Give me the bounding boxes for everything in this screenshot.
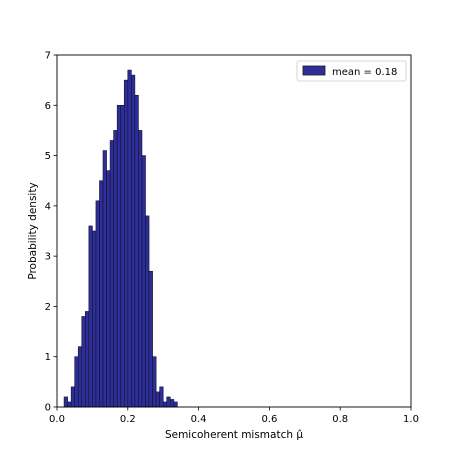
y-tick-label: 4 xyxy=(45,201,51,212)
histogram-bar xyxy=(127,69,132,408)
histogram-bar xyxy=(109,140,114,408)
histogram-bar xyxy=(116,104,122,408)
histogram-bar xyxy=(113,130,118,408)
x-axis-label: Semicoherent mismatch μ̂ xyxy=(165,429,303,441)
histogram-bar xyxy=(77,346,83,408)
x-tick-label: 0.8 xyxy=(332,414,348,425)
histogram-bar xyxy=(131,74,136,408)
histogram-bar xyxy=(92,230,97,408)
y-tick-label: 5 xyxy=(45,151,51,162)
x-tick-label: 1.0 xyxy=(403,414,419,425)
legend-swatch xyxy=(302,65,326,76)
y-axis-label: Probability density xyxy=(27,182,39,279)
histogram-bar xyxy=(85,311,90,408)
y-ticks: 0 1 2 3 4 5 6 7 xyxy=(45,51,57,414)
histogram-bar xyxy=(141,155,146,408)
legend: mean = 0.18 xyxy=(296,60,407,82)
y-tick-label: 0 xyxy=(45,403,51,414)
histogram-bar xyxy=(159,386,164,408)
histogram-bar xyxy=(152,356,157,408)
plot-frame xyxy=(56,54,412,408)
y-tick-label: 6 xyxy=(45,101,51,112)
x-tick-label: 0.4 xyxy=(191,414,207,425)
histogram-bar xyxy=(134,94,139,408)
x-tick-label: 0.0 xyxy=(49,414,65,425)
histogram-bar xyxy=(88,225,93,408)
y-tick-label: 3 xyxy=(45,252,51,263)
histogram-bar xyxy=(70,386,76,408)
histogram-bar xyxy=(67,401,72,408)
legend-label: mean = 0.18 xyxy=(332,67,397,78)
histogram-bar xyxy=(138,130,143,408)
histogram-bar xyxy=(123,79,129,408)
histogram-bar xyxy=(106,170,111,408)
histogram-bar xyxy=(169,399,175,408)
histogram-bar xyxy=(173,401,178,408)
histogram-bar xyxy=(120,104,125,408)
histogram-bar xyxy=(74,356,79,408)
y-tick-label: 1 xyxy=(45,352,51,363)
histogram-bar xyxy=(162,401,168,408)
y-tick-label: 2 xyxy=(45,302,51,313)
histogram-bar xyxy=(63,396,68,408)
x-tick-label: 0.2 xyxy=(120,414,136,425)
histogram-bar xyxy=(102,150,107,408)
histogram-bar xyxy=(148,270,153,408)
histogram-bar xyxy=(166,396,171,408)
y-tick-label: 7 xyxy=(45,51,51,62)
histogram-bar xyxy=(99,180,104,408)
x-tick-label: 0.6 xyxy=(261,414,277,425)
histogram-bar xyxy=(81,316,86,408)
histogram-bar xyxy=(155,391,160,408)
histogram-bar xyxy=(145,215,150,408)
histogram-bar xyxy=(95,200,100,408)
x-ticks: 0.0 0.2 0.4 0.6 0.8 1.0 xyxy=(49,407,419,425)
